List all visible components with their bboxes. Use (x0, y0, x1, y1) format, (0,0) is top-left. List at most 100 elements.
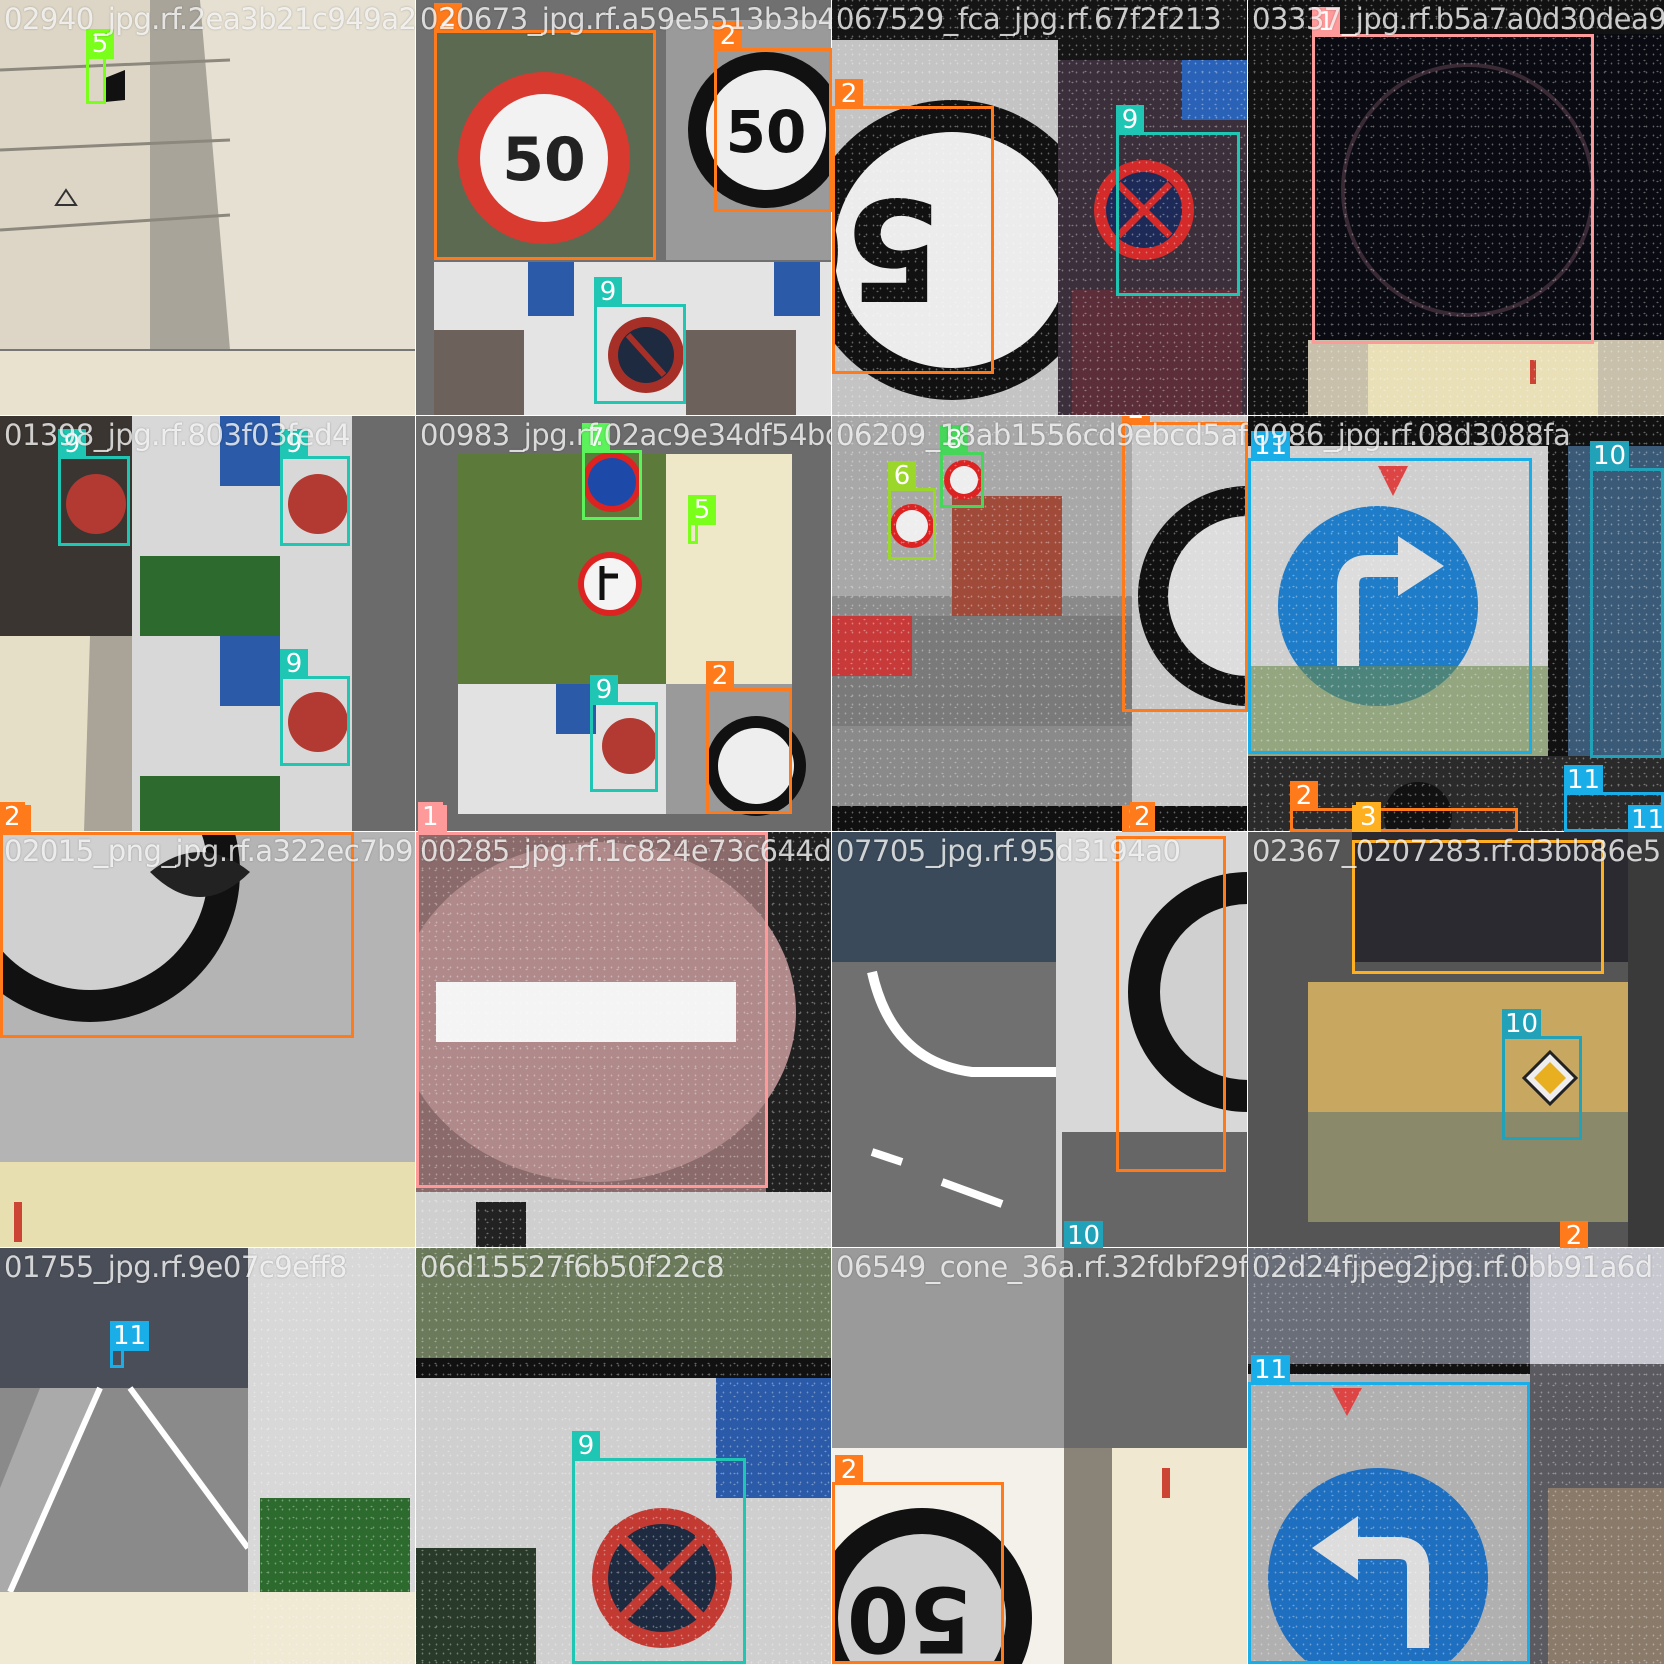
noise-overlay (832, 0, 1248, 416)
class-label: 11 (1251, 1355, 1291, 1385)
detection-box: 8 (940, 425, 984, 508)
class-label: 9 (58, 429, 86, 459)
svg-text:50: 50 (832, 166, 942, 329)
mosaic-tile-15: 02d24fjpeg2jpg.rf.0bb91a6d 11 (1247, 1247, 1664, 1664)
class-label: 2 (1122, 805, 1150, 832)
class-label: 2 (1122, 416, 1150, 425)
mosaic-tile-2: 50 067529_fca_jpg.rf.67f2f213 2 9 (831, 0, 1249, 417)
tile-image-11 (1248, 832, 1664, 1248)
detection-box: 11 (110, 1321, 150, 1368)
class-label: 11 (1251, 431, 1291, 461)
class-label: 9 (590, 675, 618, 705)
tile-image-5 (416, 416, 832, 832)
detection-box: 5 (86, 29, 114, 104)
svg-text:50: 50 (726, 98, 807, 166)
mosaic-tile-4: 01398_jpg.rf.803f03fed4 9 9 9 2 (0, 415, 417, 833)
mosaic-tile-12: 01755_jpg.rf.9e07c9eff8 11 (0, 1247, 417, 1664)
tile-image-7 (1248, 416, 1664, 832)
class-label: 9 (594, 277, 622, 307)
tile-filename: 01755_jpg.rf.9e07c9eff8 (4, 1250, 347, 1284)
tile-image-1: 50 50 (416, 0, 832, 416)
tile-filename: 03337_jpg.rf.b5a7a0d30dea95 (1252, 2, 1664, 36)
class-label: 2 (714, 21, 742, 51)
detection-box: 9 (590, 675, 658, 792)
detection-box: 7 (582, 423, 642, 520)
mosaic-tile-8: 02015_png_jpg.rf.a322ec7b9 2 (0, 831, 417, 1249)
detection-box: 11 (1248, 431, 1532, 754)
detection-box: 5 (688, 495, 716, 544)
svg-text:50: 50 (847, 1566, 972, 1664)
svg-text:50: 50 (502, 125, 586, 195)
detection-box (1116, 836, 1226, 1172)
detection-box: 9 (280, 649, 350, 766)
detection-box: 1 (1312, 7, 1594, 344)
tile-filename: 0986_jpg.rf.08d3088fa (1252, 418, 1571, 452)
tile-image-2: 50 (832, 0, 1248, 416)
detection-box: 9 (594, 277, 686, 404)
class-label: 5 (688, 495, 716, 525)
class-label: 2 (434, 3, 462, 33)
detection-box: 9 (280, 429, 350, 546)
mosaic-tile-9: 00285_jpg.rf.1c824e73c644d6 1 (415, 831, 833, 1249)
tile-filename: 06d15527f6b50f22c8 (420, 1250, 725, 1284)
tile-image-10 (832, 832, 1248, 1248)
detection-box: 2 (706, 661, 792, 814)
class-label: 7 (582, 423, 610, 453)
detection-box: 9 (572, 1431, 746, 1664)
class-label: 11 (110, 1321, 150, 1351)
tile-image-12 (0, 1248, 416, 1664)
mosaic-tile-7: 0986_jpg.rf.08d3088fa 11 10 11 2 3 11 (1247, 415, 1664, 833)
noise-overlay (416, 832, 832, 1248)
class-label: 1 (419, 805, 447, 832)
class-label: 9 (280, 429, 308, 459)
detection-box (416, 832, 768, 1188)
mosaic-tile-1: 50 50 020673_jpg.rf.a59e5513b3b4382 2 2 … (415, 0, 833, 417)
class-label: 2 (835, 1455, 863, 1485)
noise-overlay (416, 1248, 832, 1664)
mosaic-tile-6: 06209_18ab1556cd9ebcd5af 6 8 2 2 (831, 415, 1249, 833)
class-label: 3 (1352, 805, 1380, 832)
class-label: 2 (3, 805, 31, 832)
tile-image-13 (416, 1248, 832, 1664)
tile-image-15 (1248, 1248, 1664, 1664)
mosaic-tile-13: 06d15527f6b50f22c8 9 (415, 1247, 833, 1664)
class-label: 8 (940, 425, 968, 455)
class-label: 9 (572, 1431, 600, 1461)
mosaic-tile-14: 50 06549_cone_36a.rf.32fdbf29fc 2 (831, 1247, 1249, 1664)
noise-overlay (248, 1248, 416, 1664)
tile-filename: 06549_cone_36a.rf.32fdbf29fc (836, 1250, 1248, 1284)
tile-image-3 (1248, 0, 1664, 416)
mosaic-tile-10: 07705_jpg.rf.95d3194a0 2 10 (831, 831, 1249, 1249)
tile-filename: 02015_png_jpg.rf.a322ec7b9 (4, 834, 414, 868)
class-label: 2 (1560, 1221, 1588, 1248)
mosaic-tile-3: 03337_jpg.rf.b5a7a0d30dea95 1 (1247, 0, 1664, 417)
tile-filename: 07705_jpg.rf.95d3194a0 (836, 834, 1181, 868)
tile-image-8 (0, 832, 416, 1248)
mosaic-tile-0: 02940_jpg.rf.2ea3b21c949a2 5 (0, 0, 417, 417)
tile-filename: 00983_jpg.rf.02ac9e34df54bd (420, 418, 832, 452)
detection-box (0, 832, 354, 1038)
mosaic-tile-11: 02367_0207283.rf.d3bb86e5 3 10 2 (1247, 831, 1664, 1249)
tile-filename: 06209_18ab1556cd9ebcd5af (836, 418, 1248, 452)
detection-box: 6 (888, 461, 936, 560)
class-label: 9 (280, 649, 308, 679)
tile-filename: 067529_fca_jpg.rf.67f2f213 (836, 2, 1222, 36)
detection-box: 10 (1590, 441, 1664, 758)
detection-box: 2 (1122, 416, 1248, 712)
detection-box (1352, 840, 1604, 974)
detection-box: 11 (1564, 765, 1664, 832)
detection-box: 2 (1290, 781, 1518, 832)
class-label: 2 (706, 661, 734, 691)
class-label: 2 (835, 79, 863, 109)
noise-overlay (1248, 1248, 1664, 1664)
class-label: 10 (1064, 1221, 1104, 1248)
detection-box: 9 (1116, 105, 1240, 296)
tile-image-4 (0, 416, 416, 832)
class-label: 9 (1116, 105, 1144, 135)
detection-box: 2 (714, 21, 832, 212)
tile-image-9 (416, 832, 832, 1248)
class-label: 10 (1590, 441, 1630, 471)
class-label: 10 (1502, 1009, 1542, 1039)
detection-box: 9 (58, 429, 130, 546)
tile-filename: 00285_jpg.rf.1c824e73c644d6 (420, 834, 832, 868)
